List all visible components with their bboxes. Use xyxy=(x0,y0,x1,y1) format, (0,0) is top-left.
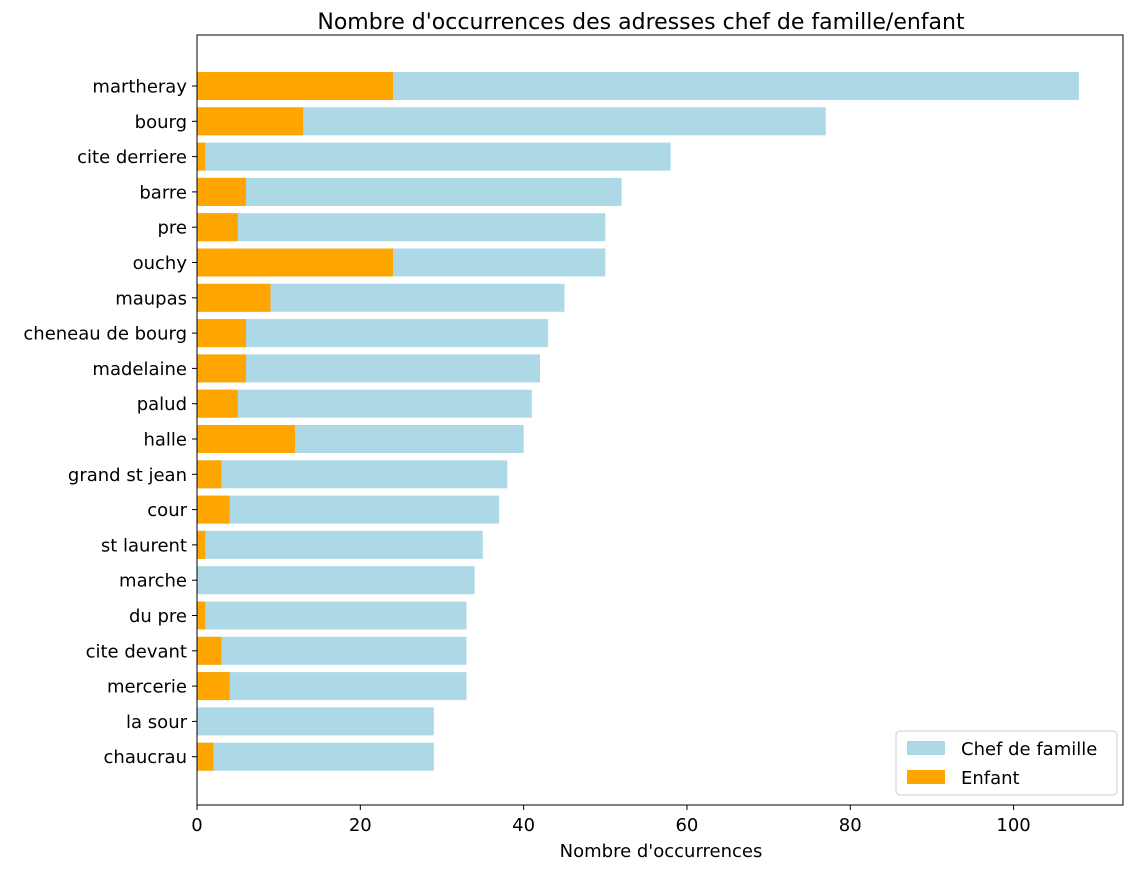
y-tick-label-pre: pre xyxy=(157,218,187,239)
bar-chef-de-famille-barre xyxy=(197,177,622,206)
x-axis-title: Nombre d'occurrences xyxy=(560,841,763,862)
bar-enfant-barre xyxy=(197,177,246,206)
bar-enfant-cheneau-de-bourg xyxy=(197,319,246,348)
legend-swatch-enfant xyxy=(907,770,945,784)
bar-chef-de-famille-cite-derriere xyxy=(197,142,671,171)
y-tick-label-la-sour: la sour xyxy=(126,712,188,733)
y-tick-label-mercerie: mercerie xyxy=(107,677,187,698)
bar-chef-de-famille-cite-devant xyxy=(197,636,467,665)
bar-enfant-bourg xyxy=(197,107,304,136)
bar-chef-de-famille-mercerie xyxy=(197,672,467,701)
bar-enfant-pre xyxy=(197,213,238,242)
y-tick-label-ouchy: ouchy xyxy=(133,253,188,274)
y-tick-label-palud: palud xyxy=(137,394,187,415)
bar-enfant-du-pre xyxy=(197,601,206,630)
x-tick-label-0: 0 xyxy=(191,815,202,836)
x-axis-ticks: 0 20 40 60 80 100 xyxy=(191,805,1031,836)
y-tick-label-chaucrau: chaucrau xyxy=(104,747,187,768)
bar-chef-de-famille-marche xyxy=(197,566,475,595)
bar-enfant-cite-derriere xyxy=(197,142,206,171)
legend-label-chef-de-famille: Chef de famille xyxy=(961,739,1097,760)
y-tick-label-du-pre: du pre xyxy=(129,606,187,627)
bar-chef-de-famille-du-pre xyxy=(197,601,467,630)
bar-chef-de-famille-chaucrau xyxy=(197,742,434,771)
bar-chef-de-famille-la-sour xyxy=(197,707,434,736)
bar-chef-de-famille-palud xyxy=(197,389,532,418)
y-tick-label-st-laurent: st laurent xyxy=(101,535,187,556)
bar-enfant-maupas xyxy=(197,283,271,312)
x-tick-label-20: 20 xyxy=(349,815,372,836)
y-tick-label-martheray: martheray xyxy=(92,77,187,98)
bar-chef-de-famille-pre xyxy=(197,213,606,242)
y-tick-label-cite-devant: cite devant xyxy=(86,641,187,662)
bar-chef-de-famille-madelaine xyxy=(197,354,540,383)
y-tick-label-halle: halle xyxy=(143,430,187,451)
bar-enfant-cite-devant xyxy=(197,636,222,665)
y-tick-label-maupas: maupas xyxy=(115,288,187,309)
y-tick-label-cite-derriere: cite derriere xyxy=(77,147,187,168)
y-tick-label-madelaine: madelaine xyxy=(92,359,187,380)
y-tick-label-cour: cour xyxy=(147,500,187,521)
bar-enfant-cour xyxy=(197,495,230,524)
legend-box xyxy=(895,730,1118,796)
y-tick-label-marche: marche xyxy=(119,571,187,592)
x-tick-label-80: 80 xyxy=(839,815,862,836)
bar-enfant-mercerie xyxy=(197,672,230,701)
bar-enfant-grand-st-jean xyxy=(197,460,222,489)
y-tick-label-grand-st-jean: grand st jean xyxy=(68,465,187,486)
x-tick-label-60: 60 xyxy=(675,815,698,836)
y-tick-label-barre: barre xyxy=(139,182,187,203)
legend-swatch-chef-de-famille xyxy=(907,741,945,755)
plot-frame xyxy=(196,34,1124,806)
legend-label-enfant: Enfant xyxy=(961,768,1020,789)
bar-enfant-palud xyxy=(197,389,238,418)
y-tick-label-cheneau-de-bourg: cheneau de bourg xyxy=(23,324,187,345)
category-labels: martheray bourg cite derriere barre pre ouchy… xyxy=(23,77,197,768)
bar-enfant-ouchy xyxy=(197,248,393,277)
bar-chef-de-famille-st-laurent xyxy=(197,530,483,559)
y-tick-label-bourg: bourg xyxy=(135,112,187,133)
bar-enfant-martheray xyxy=(197,72,393,100)
bars-layer xyxy=(197,72,1079,771)
bar-enfant-madelaine xyxy=(197,354,246,383)
chart-title: Nombre d'occurrences des adresses chef d… xyxy=(317,10,965,35)
bar-chef-de-famille-grand-st-jean xyxy=(197,460,508,489)
x-tick-label-40: 40 xyxy=(512,815,535,836)
bar-chef-de-famille-cour xyxy=(197,495,500,524)
bar-enfant-halle xyxy=(197,425,295,453)
x-tick-label-100: 100 xyxy=(996,815,1030,836)
bar-enfant-chaucrau xyxy=(197,742,214,771)
bar-enfant-st-laurent xyxy=(197,530,206,559)
legend: Chef de famille Enfant xyxy=(895,730,1118,796)
bar-chef-de-famille-cheneau-de-bourg xyxy=(197,319,549,348)
